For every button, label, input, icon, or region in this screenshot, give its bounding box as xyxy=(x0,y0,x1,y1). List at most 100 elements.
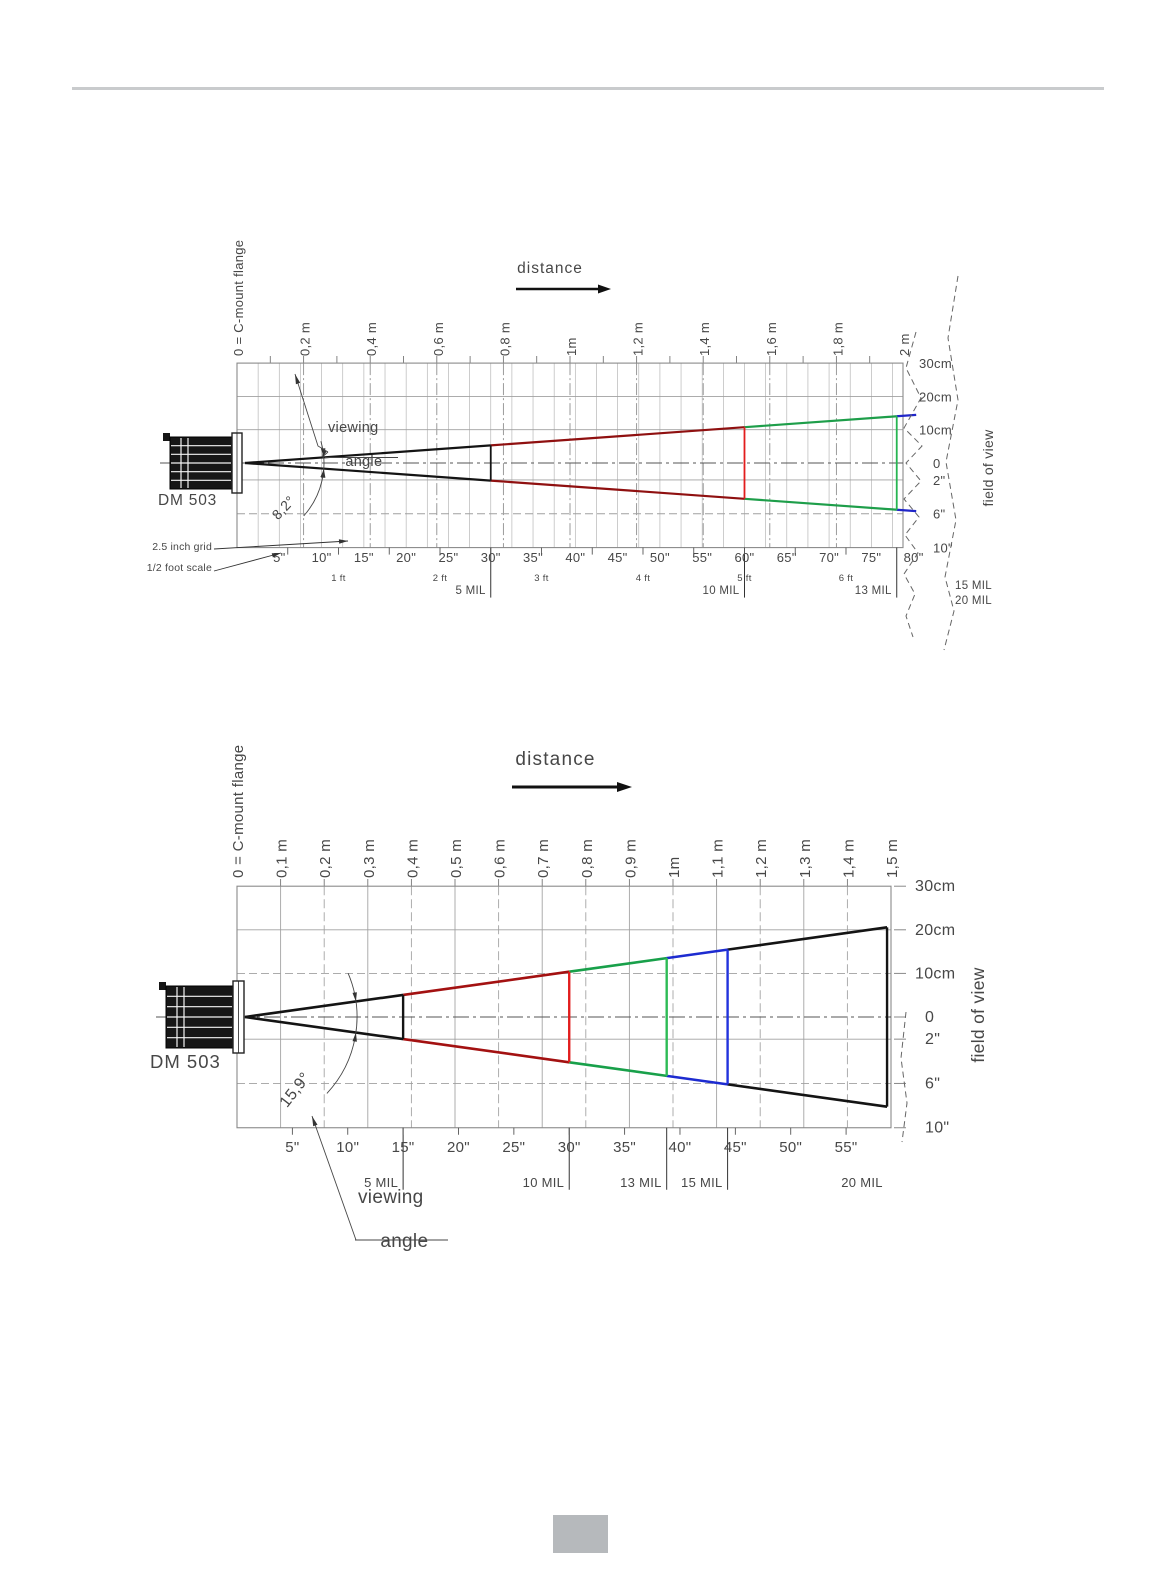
d2-cone-edge-3-upper xyxy=(666,948,728,960)
d1-scale-break-line xyxy=(903,331,923,638)
footer-page-number-placeholder xyxy=(553,1515,608,1553)
d2-distance-tick-label: 1,2 m xyxy=(753,839,770,878)
d1-mil-label: 13 MIL xyxy=(855,585,892,597)
d1-cone-edge-1-lower xyxy=(490,479,745,500)
d1-inch-tick-label: 25" xyxy=(438,550,458,565)
d2-cone-edge-1-lower xyxy=(402,1037,570,1064)
d2-leader-arrowhead-icon xyxy=(312,1116,318,1127)
d1-angle-pointer-arrowhead-icon xyxy=(322,450,327,459)
d1-viewing-angle-value: 8,2° xyxy=(269,493,299,523)
d1-distance-tick-label: 2 m xyxy=(897,333,912,356)
d1-fov-tick-label: 10" xyxy=(933,541,953,556)
d1-fov-tick-label: 6" xyxy=(933,507,946,522)
d2-mil-label: 5 MIL xyxy=(364,1175,398,1190)
d1-inch-tick-label: 45" xyxy=(608,550,628,565)
d2-inch-tick-label: 55" xyxy=(835,1139,858,1156)
d2-inch-tick-label: 10" xyxy=(336,1139,359,1156)
d2-inch-tick-label: 40" xyxy=(669,1139,692,1156)
d1-distance-tick-label: 0,8 m xyxy=(497,322,512,356)
d1-inch-tick-label: 65" xyxy=(777,550,797,565)
top-horizontal-rule xyxy=(72,87,1104,90)
d1-viewing-angle-leader xyxy=(294,373,329,453)
d1-fov-tick-label: 30cm xyxy=(919,356,952,371)
d2-mil-label: 15 MIL xyxy=(681,1175,723,1190)
d1-viewing-angle-label: viewing angle xyxy=(328,420,382,471)
d1-offscale-mil-20: 20 MIL xyxy=(955,595,992,607)
d2-angle-arrowhead-icon xyxy=(352,992,357,1002)
d1-viewing-word: viewing xyxy=(328,420,379,436)
d2-distance-arrowhead-icon xyxy=(617,782,632,792)
d2-distance-tick-label: 0,6 m xyxy=(492,839,509,878)
d1-angle-arc xyxy=(303,441,325,517)
d2-inch-tick-label: 35" xyxy=(613,1139,636,1156)
d2-inch-tick-label: 30" xyxy=(558,1139,581,1156)
d1-mil-label: 10 MIL xyxy=(703,585,740,597)
d2-distance-tick-label: 1,3 m xyxy=(797,839,814,878)
d2-distance-tick-label: 0,8 m xyxy=(579,839,596,878)
d2-inch-tick-label: 15" xyxy=(392,1139,415,1156)
d2-cone-edge-3-lower xyxy=(666,1074,728,1086)
d2-viewing-angle-label: viewing angle xyxy=(358,1187,428,1253)
d1-distance-tick-label: 1m xyxy=(564,337,579,356)
d2-angle-word: angle xyxy=(380,1230,429,1252)
d2-grid-border xyxy=(236,885,892,1129)
d2-model-label: DM 503 xyxy=(150,1051,221,1072)
d1-angle-word: angle xyxy=(345,454,383,471)
d2-fov-tick-label: 20cm xyxy=(915,922,955,939)
d1-camera-nub xyxy=(163,433,170,441)
d2-distance-tick-label: 0,4 m xyxy=(404,839,421,878)
d2-cone-edge-4-lower xyxy=(727,1083,888,1108)
d2-fov-tick-label: 10cm xyxy=(915,965,955,982)
d1-distance-tick-label: 1,2 m xyxy=(631,322,646,356)
d2-inch-tick-label: 25" xyxy=(502,1139,525,1156)
d1-fov-tick-label: 10cm xyxy=(919,423,952,438)
d1-fov-axis-label: field of view xyxy=(980,429,996,507)
d2-inch-tick-label: 20" xyxy=(447,1139,470,1156)
d2-cone-edge-0-lower xyxy=(244,1015,404,1041)
d1-inch-tick-label: 35" xyxy=(523,550,543,565)
d1-distance-tick-label: 0,2 m xyxy=(298,322,313,356)
d1-note-leader xyxy=(213,552,282,572)
d1-fov-tick-label: 2" xyxy=(933,473,946,488)
d1-distance-arrowhead-icon xyxy=(598,284,611,294)
d2-distance-tick-label: 0,2 m xyxy=(317,839,334,878)
d2-cone-edge-1-upper xyxy=(402,970,570,997)
d2-flange-axis-label: 0 = C-mount flange xyxy=(230,745,247,878)
d2-distance-tick-label: 0,9 m xyxy=(622,839,639,878)
d2-distance-label: distance xyxy=(515,749,596,770)
d1-inch-tick-label: 70" xyxy=(819,550,839,565)
d2-cone-edge-4-upper xyxy=(727,926,888,951)
d2-viewing-angle-leader xyxy=(311,1115,357,1241)
d2-mil-label-endcap: 20 MIL xyxy=(841,1175,883,1190)
d1-distance-tick-label: 1,6 m xyxy=(764,322,779,356)
d1-inch-tick-label: 80" xyxy=(904,550,924,565)
d2-distance-tick-label: 0,1 m xyxy=(274,839,291,878)
d2-angle-arrowhead-icon xyxy=(352,1032,357,1042)
d1-cone-edge-0-lower xyxy=(244,461,491,482)
d2-cone-edge-2-lower xyxy=(569,1060,667,1078)
d2-fov-tick-label: 10" xyxy=(925,1120,949,1137)
d2-viewing-word: viewing xyxy=(358,1187,424,1208)
d1-inch-tick-label: 50" xyxy=(650,550,670,565)
d1-distance-tick-label: 0,6 m xyxy=(431,322,446,356)
d1-inch-tick-label: 55" xyxy=(692,550,712,565)
d1-distance-tick-label: 0,4 m xyxy=(364,322,379,356)
d2-distance-tick-label: 1,5 m xyxy=(884,839,901,878)
d1-distance-tick-label: 1,4 m xyxy=(697,322,712,356)
d2-mil-label: 10 MIL xyxy=(523,1175,565,1190)
d1-leader-arrowhead-icon xyxy=(295,374,301,385)
d2-viewing-angle-value: 15,9° xyxy=(277,1070,314,1111)
d1-distance-label: distance xyxy=(517,260,583,277)
d1-fov-tick-label: 0 xyxy=(933,456,941,471)
d1-inch-tick-label: 15" xyxy=(354,550,374,565)
d2-cone-edge-0-upper xyxy=(244,993,404,1019)
d1-cone-edge-2-lower xyxy=(744,497,897,511)
d2-fov-tick-label: 30cm xyxy=(915,878,955,895)
d2-fov-tick-label: 2" xyxy=(925,1031,940,1048)
d2-scale-break-line xyxy=(900,1011,908,1143)
d1-foot-tick-label: 4 ft xyxy=(636,573,650,584)
d1-inch-tick-label: 40" xyxy=(565,550,585,565)
d1-cone-edge-2-upper xyxy=(744,415,897,429)
